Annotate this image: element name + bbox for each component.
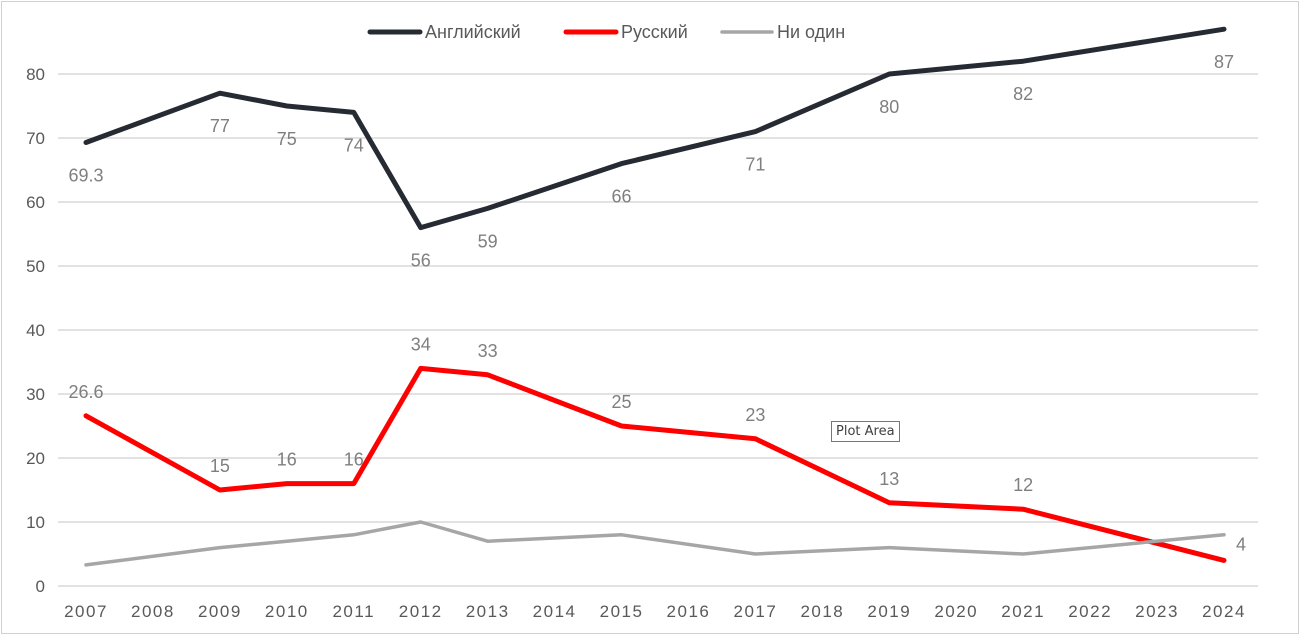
data-label: 74: [344, 135, 364, 155]
data-label: 16: [344, 450, 364, 470]
y-tick-label: 30: [26, 385, 45, 404]
x-tick-label: 2008: [131, 602, 175, 621]
data-label: 25: [612, 392, 632, 412]
x-tick-label: 2021: [1001, 602, 1045, 621]
x-tick-label: 2007: [64, 602, 108, 621]
data-label: 59: [478, 231, 498, 251]
x-tick-label: 2018: [800, 602, 844, 621]
y-tick-label: 70: [26, 129, 45, 148]
data-label: 23: [745, 405, 765, 425]
x-tick-label: 2020: [934, 602, 978, 621]
legend-label: Русский: [621, 22, 688, 42]
x-tick-label: 2010: [265, 602, 309, 621]
plot-area-tooltip: Plot Area: [831, 421, 900, 442]
y-tick-label: 20: [26, 449, 45, 468]
data-label: 77: [210, 116, 230, 136]
data-label: 34: [411, 334, 431, 354]
data-label: 13: [879, 469, 899, 489]
y-tick-label: 0: [36, 577, 45, 596]
x-tick-label: 2019: [867, 602, 911, 621]
data-label: 87: [1214, 52, 1234, 72]
legend-label: Ни один: [777, 22, 845, 42]
data-label: 80: [879, 97, 899, 117]
data-label: 16: [277, 450, 297, 470]
x-tick-label: 2022: [1068, 602, 1112, 621]
y-tick-label: 50: [26, 257, 45, 276]
x-tick-label: 2016: [667, 602, 711, 621]
x-tick-label: 2013: [466, 602, 510, 621]
data-label: 56: [411, 251, 431, 271]
data-label: 33: [478, 341, 498, 361]
x-tick-label: 2014: [533, 602, 577, 621]
x-tick-label: 2023: [1135, 602, 1179, 621]
x-tick-label: 2012: [399, 602, 443, 621]
series-line-2: [84, 520, 1226, 567]
x-tick-label: 2011: [332, 602, 375, 621]
data-label: 82: [1013, 84, 1033, 104]
x-tick-label: 2024: [1202, 602, 1246, 621]
x-tick-label: 2015: [600, 602, 644, 621]
legend-label: Английский: [425, 22, 521, 42]
data-label: 4: [1236, 534, 1246, 554]
x-tick-label: 2009: [198, 602, 242, 621]
y-tick-label: 10: [26, 513, 45, 532]
data-label: 66: [612, 187, 632, 207]
series-line-1: [83, 365, 1227, 563]
data-label: 71: [745, 155, 765, 175]
y-tick-label: 80: [26, 65, 45, 84]
data-label: 15: [210, 456, 230, 476]
data-label: 12: [1013, 475, 1033, 495]
y-tick-label: 60: [26, 193, 45, 212]
series-line-0: [83, 26, 1227, 231]
data-label: 75: [277, 129, 297, 149]
y-tick-label: 40: [26, 321, 45, 340]
x-tick-label: 2017: [733, 602, 777, 621]
data-label: 69.3: [68, 165, 103, 185]
data-label: 26.6: [68, 382, 103, 402]
